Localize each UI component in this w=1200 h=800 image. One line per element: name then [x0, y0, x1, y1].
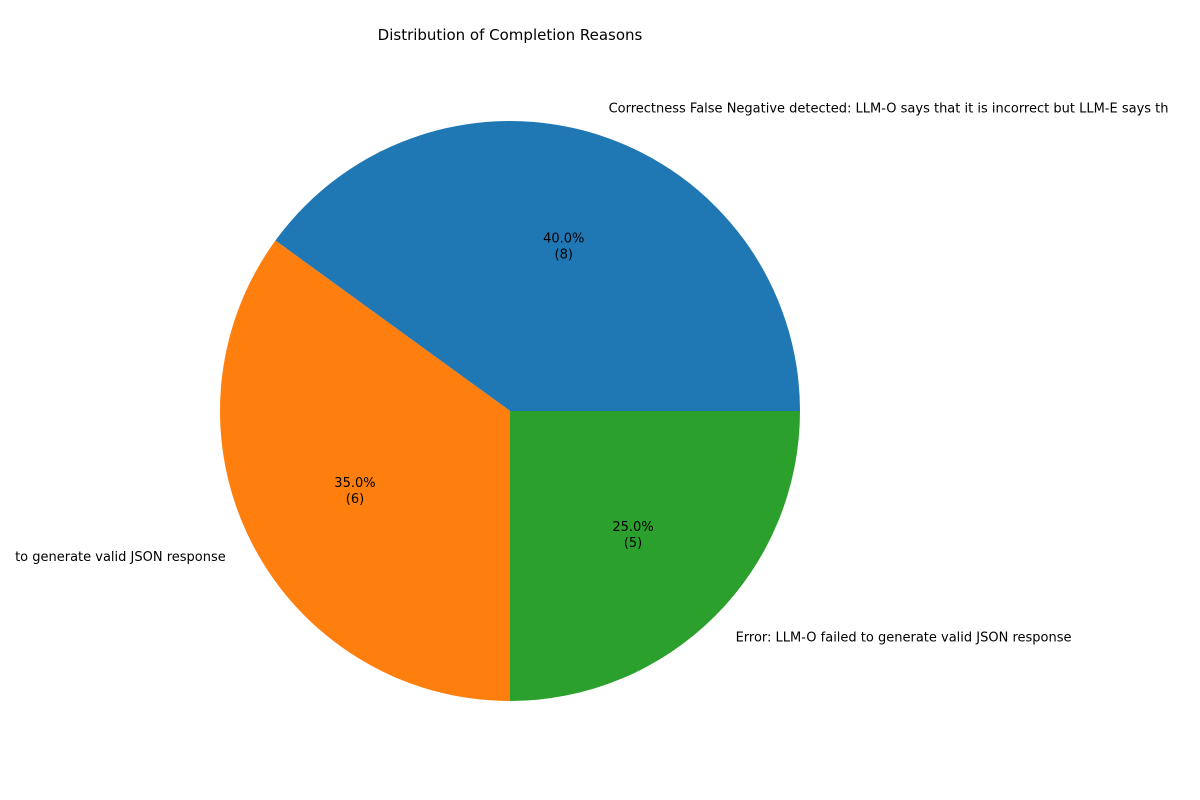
pie-slice-0 [275, 120, 800, 412]
slice-category-label-1: to generate valid JSON response [15, 550, 226, 565]
slice-category-label-2: Error: LLM-O failed to generate valid JS… [736, 631, 1072, 646]
slice-count-label-0: (8) [555, 248, 573, 263]
slice-count-label-2: (5) [624, 536, 642, 551]
slice-category-label-0: Correctness False Negative detected: LLM… [609, 102, 1169, 117]
slice-count-label-1: (6) [346, 492, 364, 507]
pie-slice-2 [510, 411, 800, 701]
pie-labels: 40.0%(8) Correctness False Negative detec… [15, 102, 1168, 646]
pie-slice-1 [220, 240, 510, 701]
chart-title: Distribution of Completion Reasons [378, 26, 643, 44]
pie-slices [220, 120, 800, 701]
slice-percent-label-2: 25.0% [612, 520, 653, 535]
slice-percent-label-1: 35.0% [334, 476, 375, 491]
slice-percent-label-0: 40.0% [543, 232, 584, 247]
